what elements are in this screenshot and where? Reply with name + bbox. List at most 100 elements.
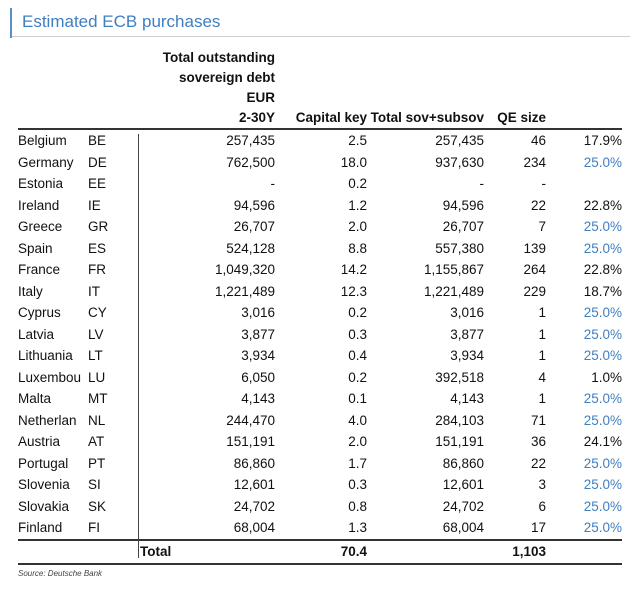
total-sov-cell: 86,860	[442, 455, 484, 471]
pct-cell: 25.0%	[583, 455, 622, 471]
table-row: Cyprus CY 3,016 0.2 3,016 1 25.0%	[18, 302, 622, 324]
total-sov-cell: 257,435	[435, 133, 484, 148]
debt-cell: 1,221,489	[214, 283, 275, 299]
code-cell: MT	[88, 391, 108, 406]
country-cell: Finland	[18, 520, 63, 535]
capital-key-cell: 4.0	[348, 412, 367, 428]
country-cell: Portugal	[18, 455, 69, 471]
capital-key-cell: 1.2	[348, 197, 367, 213]
pct-cell: 25.0%	[583, 240, 622, 256]
country-cell: Luxembou	[18, 369, 82, 385]
debt-cell: 257,435	[226, 133, 275, 148]
total-sov-cell: -	[479, 176, 485, 191]
table-row: Estonia EE - 0.2 - -	[18, 173, 622, 195]
capital-key-cell: 0.2	[348, 369, 367, 385]
total-sov-cell: 3,016	[450, 305, 484, 320]
title-rule	[12, 36, 630, 37]
table-row: Lithuania LT 3,934 0.4 3,934 1 25.0%	[18, 345, 622, 367]
table-row: Belgium BE 257,435 2.5 257,435 46 17.9%	[18, 129, 622, 152]
capital-key-cell: 12.3	[340, 283, 367, 299]
table-header: Total outstanding sovereign debt EUR 2-3…	[18, 48, 622, 130]
pct-cell: 22.8%	[583, 262, 622, 277]
capital-key-cell: 1.7	[348, 455, 367, 471]
capital-key-cell: 1.3	[348, 520, 367, 535]
code-cell: ES	[88, 240, 107, 256]
code-cell: FR	[88, 262, 106, 277]
table-row: Ireland IE 94,596 1.2 94,596 22 22.8%	[18, 195, 622, 217]
table-row: Netherlan NL 244,470 4.0 284,103 71 25.0%	[18, 410, 622, 432]
country-cell: Lithuania	[18, 348, 73, 363]
qe-size-cell: 3	[538, 477, 546, 492]
debt-cell: 12,601	[233, 477, 275, 492]
pct-cell: 25.0%	[583, 498, 622, 514]
qe-size-cell: 71	[530, 412, 546, 428]
total-sov-cell: 557,380	[435, 240, 484, 256]
table-row: Greece GR 26,707 2.0 26,707 7 25.0%	[18, 216, 622, 238]
pct-cell: 25.0%	[583, 391, 622, 406]
pct-cell: 17.9%	[583, 133, 622, 148]
pct-cell: 25.0%	[583, 154, 622, 170]
code-cell: CY	[88, 305, 107, 320]
pct-cell: 22.8%	[583, 197, 622, 213]
total-row: Total 70.4 1,103	[18, 538, 622, 565]
header-row: EUR	[18, 88, 622, 108]
pct-cell: 25.0%	[583, 477, 622, 492]
total-sov-cell: 3,877	[450, 326, 484, 342]
country-cell: Cyprus	[18, 305, 61, 320]
debt-cell: 524,128	[226, 240, 275, 256]
country-cell: Germany	[18, 154, 74, 170]
debt-cell: 68,004	[233, 520, 275, 535]
total-sov-cell: 1,155,867	[423, 262, 484, 277]
capital-key-cell: 0.8	[348, 498, 367, 514]
country-cell: Netherlan	[18, 412, 77, 428]
total-sov-cell: 26,707	[442, 219, 484, 234]
capital-key-cell: 2.0	[348, 434, 367, 449]
qe-size-cell: 1	[538, 326, 546, 342]
pct-cell: 25.0%	[583, 305, 622, 320]
code-cell: IE	[88, 197, 101, 213]
capital-key-cell: 0.3	[348, 477, 367, 492]
qe-size-cell: 22	[530, 197, 546, 213]
capital-key-cell: 0.4	[348, 348, 367, 363]
debt-cell: -	[270, 176, 276, 191]
code-cell: SI	[88, 477, 101, 492]
total-sov-cell: 68,004	[442, 520, 484, 535]
table-row: Malta MT 4,143 0.1 4,143 1 25.0%	[18, 388, 622, 410]
total-qe-size: 1,103	[484, 538, 546, 565]
debt-cell: 1,049,320	[214, 262, 275, 277]
code-cell: EE	[88, 176, 107, 191]
code-cell: DE	[88, 154, 107, 170]
total-sov-cell: 151,191	[435, 434, 484, 449]
capital-key-cell: 0.3	[348, 326, 367, 342]
capital-key-cell: 14.2	[340, 262, 367, 277]
qe-size-cell: 139	[523, 240, 546, 256]
table-row: Austria AT 151,191 2.0 151,191 36 24.1%	[18, 431, 622, 453]
debt-cell: 3,016	[241, 305, 275, 320]
qe-size-cell: 7	[538, 219, 546, 234]
country-cell: Slovenia	[18, 477, 70, 492]
pct-cell: 25.0%	[583, 348, 622, 363]
country-cell: Estonia	[18, 176, 64, 191]
total-capital-key: 70.4	[275, 538, 367, 565]
table-row: Slovenia SI 12,601 0.3 12,601 3 25.0%	[18, 474, 622, 496]
pct-cell: 25.0%	[583, 520, 622, 535]
qe-size-cell: 6	[538, 498, 546, 514]
total-sov-cell: 94,596	[442, 197, 484, 213]
code-cell: NL	[88, 412, 106, 428]
qe-size-cell: 17	[530, 520, 546, 535]
code-cell: LT	[88, 348, 103, 363]
code-cell: IT	[88, 283, 100, 299]
capital-key-cell: 2.5	[348, 133, 367, 148]
qe-size-cell: 229	[523, 283, 546, 299]
country-cell: Italy	[18, 283, 43, 299]
page-title: Estimated ECB purchases	[22, 12, 221, 31]
header-row: sovereign debt	[18, 68, 622, 88]
table-row: Portugal PT 86,860 1.7 86,860 22 25.0%	[18, 453, 622, 475]
country-cell: Belgium	[18, 133, 67, 148]
capital-key-cell: 8.8	[348, 240, 367, 256]
header-debt-line1: Total outstanding	[162, 50, 275, 65]
title-bar: Estimated ECB purchases	[10, 8, 630, 38]
qe-size-cell: 46	[530, 133, 546, 148]
capital-key-cell: 2.0	[348, 219, 367, 234]
country-cell: Austria	[18, 434, 61, 449]
